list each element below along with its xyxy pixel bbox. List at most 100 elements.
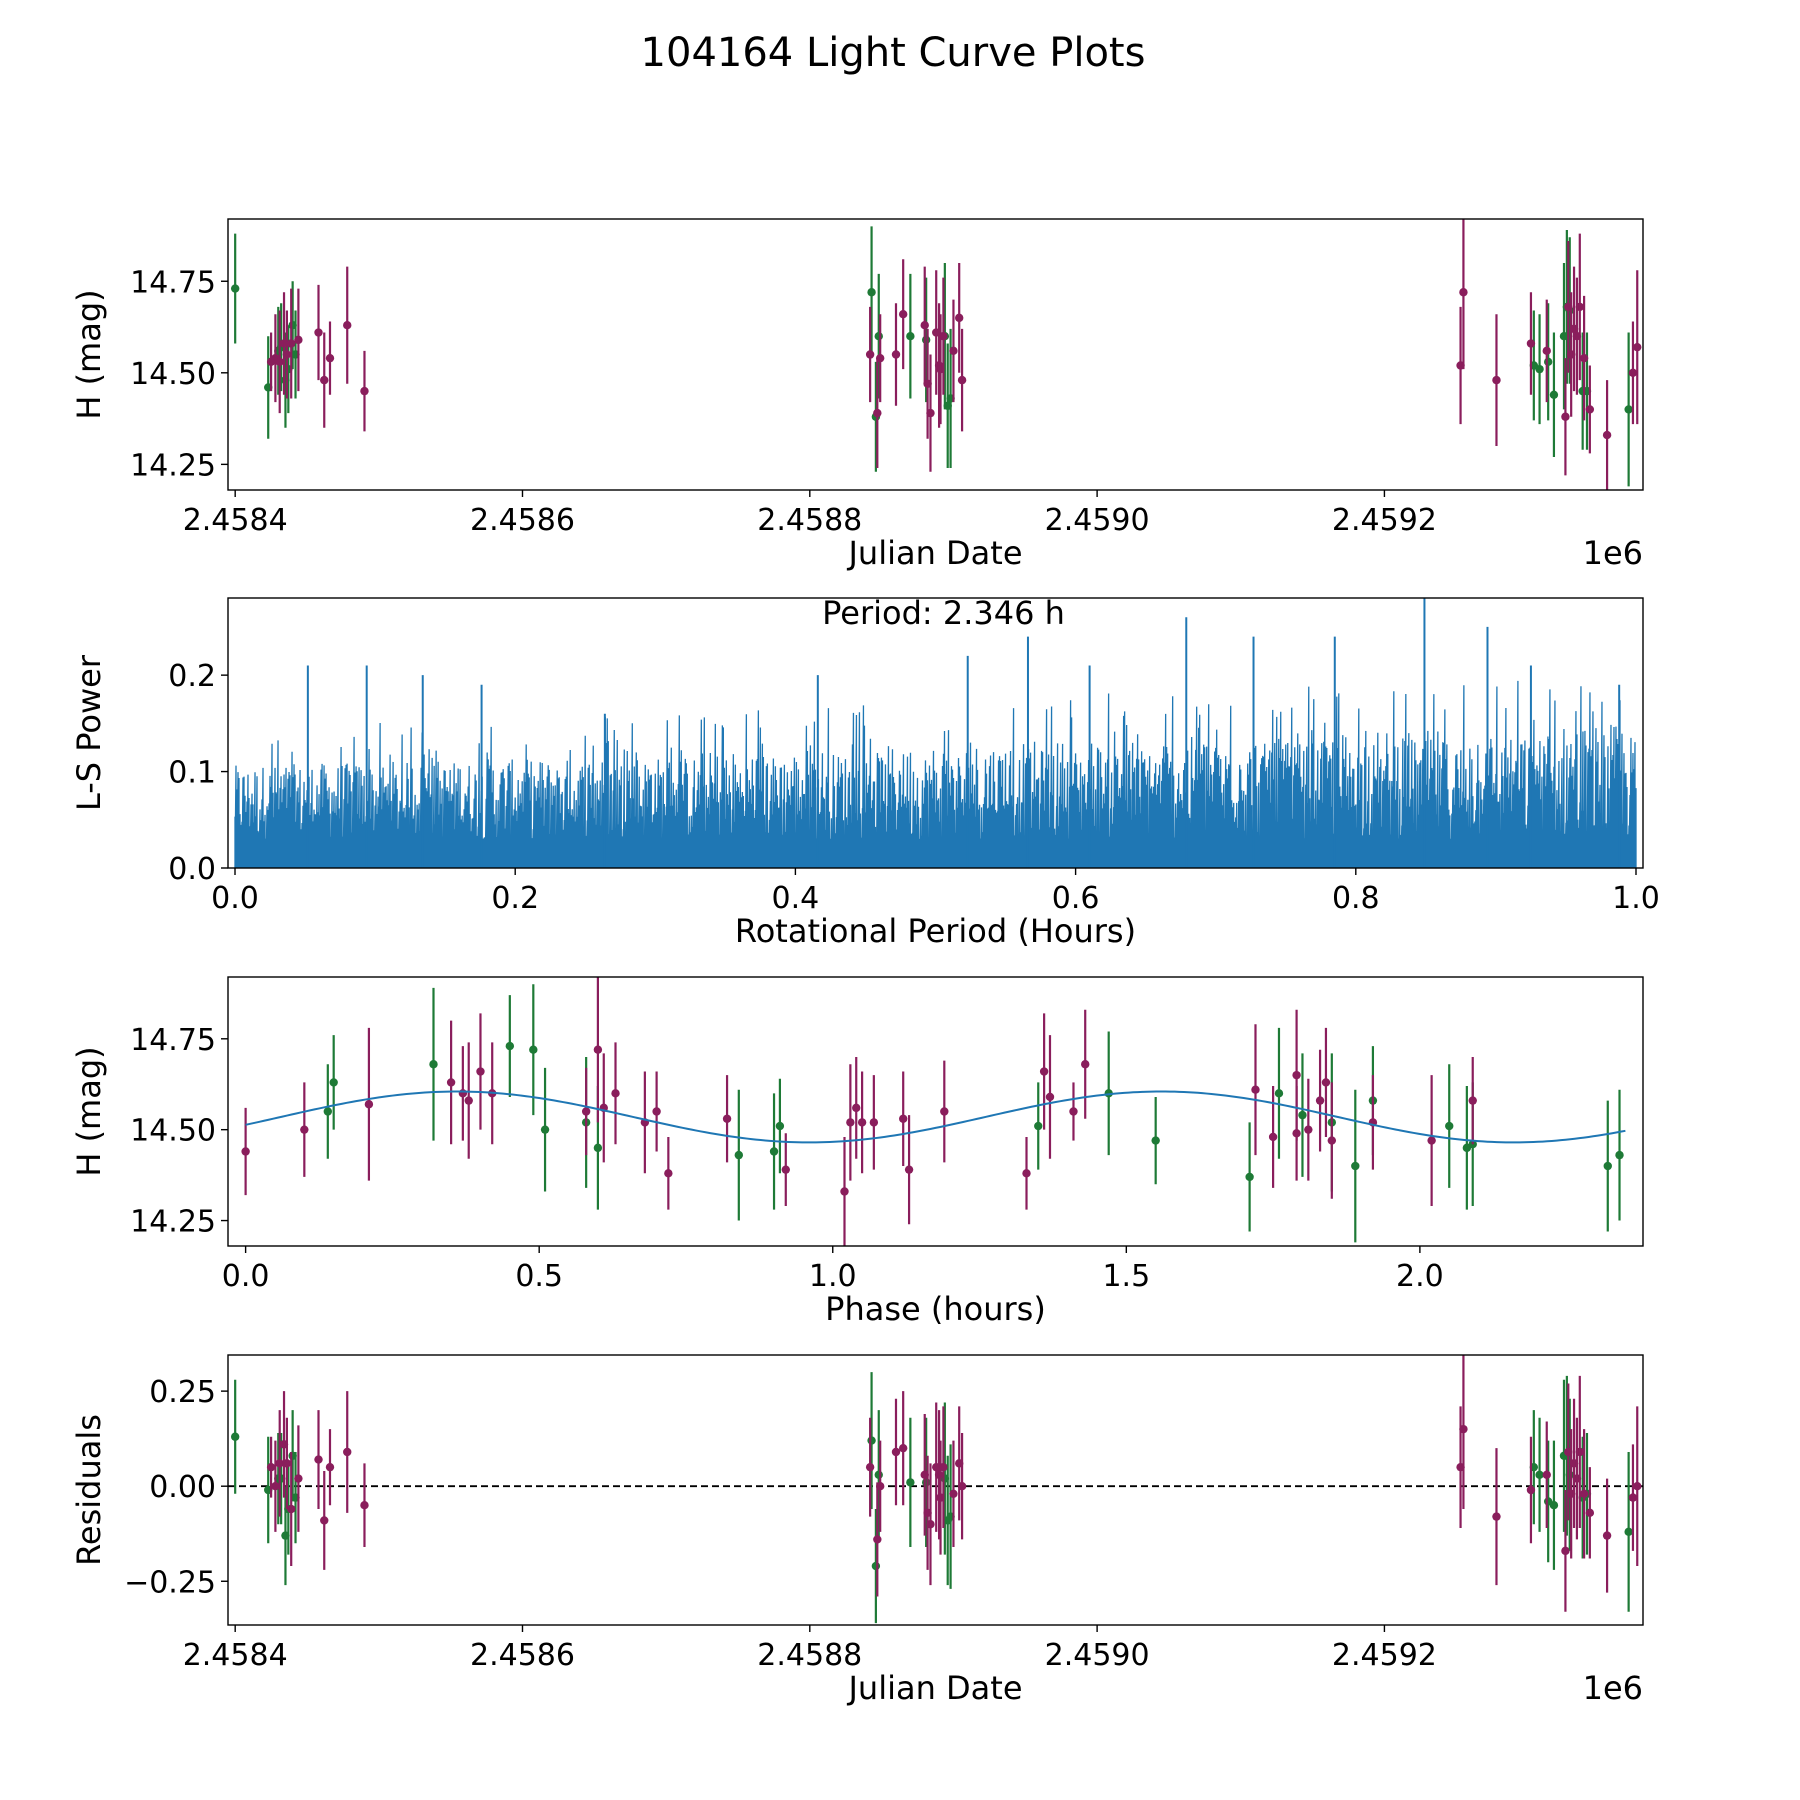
x-tick-label: 2.0 xyxy=(1396,1259,1444,1294)
series-green-filter xyxy=(323,984,1624,1243)
data-point xyxy=(230,1432,240,1441)
data-point xyxy=(241,1147,250,1156)
data-point xyxy=(734,1150,744,1160)
data-point xyxy=(1628,368,1638,378)
data-point xyxy=(505,1041,515,1051)
data-point xyxy=(1151,1136,1160,1145)
data-point xyxy=(1468,1096,1477,1105)
data-point xyxy=(271,1481,280,1491)
x-offset-label: 1e6 xyxy=(1583,1669,1643,1707)
y-tick-label: 14.50 xyxy=(130,357,216,392)
series-green-filter xyxy=(230,1372,1633,1624)
x-axis-label: Julian Date xyxy=(846,534,1022,572)
data-point xyxy=(722,1114,732,1123)
y-tick-label: −0.25 xyxy=(124,1565,216,1600)
x-tick-label: 2.4586 xyxy=(470,503,575,538)
data-point xyxy=(287,1504,296,1514)
data-point xyxy=(1468,1140,1477,1149)
data-point xyxy=(874,331,883,341)
x-tick-label: 1.0 xyxy=(1612,881,1660,916)
data-point xyxy=(869,1118,879,1127)
data-point xyxy=(343,1447,352,1457)
data-point xyxy=(275,1459,284,1468)
data-point xyxy=(1633,342,1642,352)
data-point xyxy=(1427,1136,1436,1145)
y-tick-label: 0.25 xyxy=(149,1375,216,1410)
data-point xyxy=(904,1165,914,1174)
x-axis-label: Rotational Period (Hours) xyxy=(735,912,1136,950)
data-point xyxy=(857,1118,867,1127)
fit-curve xyxy=(245,1090,1626,1144)
data-point xyxy=(769,1147,779,1156)
x-tick-label: 2.4588 xyxy=(757,503,862,538)
series-purple-filter xyxy=(266,1355,1642,1612)
data-point xyxy=(282,1459,292,1468)
data-point xyxy=(1561,1546,1570,1556)
data-point xyxy=(1602,430,1612,440)
data-point xyxy=(1549,390,1559,399)
data-point xyxy=(294,1474,303,1483)
data-point xyxy=(230,284,240,293)
data-point xyxy=(429,1060,438,1069)
data-point xyxy=(875,353,885,363)
data-point xyxy=(898,310,908,319)
data-point xyxy=(871,1561,881,1571)
data-point xyxy=(1603,1161,1612,1171)
data-point xyxy=(957,375,967,385)
x-tick-label: 1.0 xyxy=(809,1259,857,1294)
data-point xyxy=(920,321,929,330)
data-point xyxy=(1251,1085,1260,1094)
data-point xyxy=(1549,1501,1559,1510)
data-point xyxy=(593,1143,603,1153)
y-tick-label: 0.1 xyxy=(168,756,216,791)
x-tick-label: 2.4584 xyxy=(183,1638,288,1673)
data-point xyxy=(1585,1508,1595,1518)
data-point xyxy=(1579,1489,1589,1499)
data-point xyxy=(1459,1424,1468,1434)
plot-frame xyxy=(227,1354,1644,1626)
data-point xyxy=(1081,1060,1090,1069)
power-spectrum-line xyxy=(234,680,1637,869)
data-point xyxy=(275,357,284,367)
data-point xyxy=(1624,1527,1633,1537)
x-axis-label: Phase (hours) xyxy=(825,1290,1046,1328)
data-point xyxy=(360,386,369,396)
data-point xyxy=(955,313,964,323)
data-point xyxy=(1526,1485,1536,1495)
data-point xyxy=(1039,1067,1049,1076)
data-point xyxy=(464,1096,473,1105)
data-point xyxy=(266,1462,276,1472)
y-tick-label: 14.50 xyxy=(130,1114,216,1149)
x-tick-label: 0.6 xyxy=(1052,881,1100,916)
data-point xyxy=(939,331,948,341)
x-tick-label: 0.0 xyxy=(222,1259,270,1294)
data-point xyxy=(593,1045,603,1054)
data-point xyxy=(921,335,931,345)
data-point xyxy=(1034,1121,1043,1131)
y-tick-label: 0.0 xyxy=(168,852,216,887)
x-tick-label: 2.4592 xyxy=(1332,1638,1437,1673)
plot-frame xyxy=(227,218,1644,491)
data-point xyxy=(1274,1089,1284,1098)
data-point xyxy=(949,346,958,356)
data-point xyxy=(873,1535,882,1544)
data-point xyxy=(926,1520,935,1529)
data-point xyxy=(1298,1110,1307,1120)
data-point xyxy=(540,1125,550,1134)
series-green-filter xyxy=(230,226,1633,487)
data-point xyxy=(1602,1531,1612,1540)
data-point xyxy=(926,408,935,418)
data-point xyxy=(1292,1129,1301,1138)
data-point xyxy=(949,1489,958,1499)
data-point xyxy=(1315,1096,1325,1105)
x-tick-label: 2.4584 xyxy=(183,503,288,538)
x-axis-label: Julian Date xyxy=(846,1669,1022,1707)
data-point xyxy=(891,1447,901,1457)
data-point xyxy=(1245,1172,1254,1182)
data-point xyxy=(1542,346,1551,356)
data-point xyxy=(476,1067,485,1076)
data-point xyxy=(343,321,352,330)
y-axis-label: H (mag) xyxy=(70,289,108,419)
x-tick-label: 1.5 xyxy=(1102,1259,1150,1294)
